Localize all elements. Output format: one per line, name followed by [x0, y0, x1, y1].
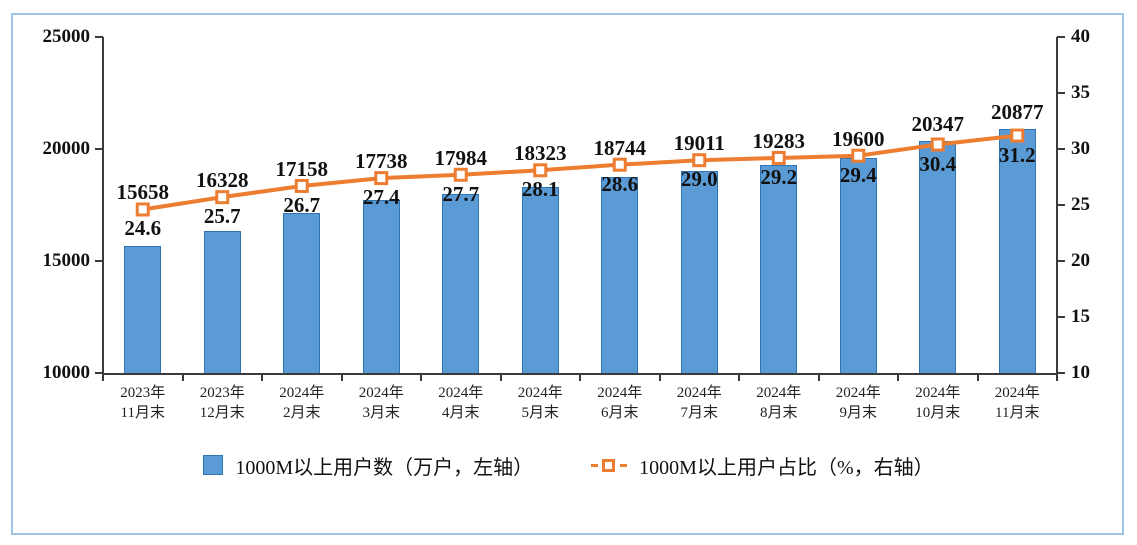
bar-value-label: 18323	[514, 141, 567, 166]
x-axis-category-label: 2023年 11月末	[120, 385, 166, 421]
line-value-label: 27.4	[362, 185, 400, 210]
line-value-label: 31.2	[998, 142, 1036, 167]
y-axis-right-tick	[1057, 204, 1065, 206]
bar-value-label: 19011	[673, 131, 725, 156]
y-axis-right	[1056, 37, 1058, 375]
x-axis-tick	[420, 373, 422, 381]
line-series-label: 1000M以上用户占比（%，右轴）	[639, 456, 934, 479]
line-value-label: 29.4	[839, 162, 877, 187]
bar	[680, 171, 718, 373]
y-axis-right-tick	[1057, 260, 1065, 262]
x-axis-category-label: 2024年 4月末	[438, 385, 484, 421]
line-value-label: 27.7	[442, 181, 480, 206]
x-axis-category-label: 2024年 7月末	[676, 385, 722, 421]
y-axis-right-tick	[1057, 316, 1065, 318]
x-axis-category-label: 2024年 9月末	[835, 385, 881, 421]
x-axis-category-label: 2023年 12月末	[199, 385, 245, 421]
x-axis-tick	[102, 373, 104, 381]
bar-value-label: 17158	[275, 156, 329, 181]
bar-value-label: 20347	[911, 112, 965, 137]
x-axis-category-label: 2024年 11月末	[994, 385, 1040, 421]
x-axis-tick	[817, 373, 820, 381]
x-axis-category-label: 2024年 10月末	[915, 385, 961, 421]
line-value-label: 28.1	[521, 177, 559, 202]
line-value-label: 24.6	[124, 216, 162, 241]
x-axis-category-label: 2024年 3月末	[358, 385, 404, 421]
bar	[442, 194, 480, 373]
line-dash	[620, 463, 628, 467]
x-axis-tick	[738, 373, 740, 381]
bar-value-label: 19600	[832, 126, 885, 151]
line-value-label: 29.0	[680, 167, 718, 192]
bar-value-label: 15658	[116, 180, 170, 205]
bar-value-label: 16328	[196, 168, 249, 193]
bar	[760, 165, 798, 373]
y-axis-left-tick-label: 20000	[42, 138, 91, 159]
bar-value-label: 18744	[593, 135, 647, 160]
x-axis-tick	[897, 373, 899, 381]
y-axis-left-tick-label: 15000	[42, 250, 91, 271]
y-axis-left-tick-label: 10000	[42, 362, 91, 383]
bar-value-label: 20877	[991, 100, 1044, 125]
bar-value-label: 17738	[355, 149, 408, 174]
bar	[283, 212, 321, 373]
y-axis-right-tick-label: 40	[1071, 26, 1090, 47]
x-axis-category-label: 2024年 8月末	[756, 385, 802, 421]
x-axis-tick	[658, 373, 661, 381]
bar-series-swatch-icon	[203, 455, 224, 475]
y-axis-left-tick-label: 25000	[42, 26, 91, 47]
line-value-label: 30.4	[919, 151, 957, 176]
x-axis-tick	[579, 373, 581, 381]
bar-series-label: 1000M以上用户数（万户，左轴）	[235, 456, 534, 479]
line-marker	[602, 458, 616, 472]
y-axis-right-tick	[1057, 92, 1065, 94]
x-axis-category-label: 2024年 6月末	[597, 385, 643, 421]
bar	[998, 129, 1036, 373]
y-axis-left-tick	[95, 148, 103, 150]
y-axis-right-tick-label: 10	[1071, 362, 1090, 383]
bar	[601, 177, 639, 373]
y-axis-left-tick	[95, 372, 103, 374]
bar	[203, 231, 241, 373]
bar	[124, 246, 162, 373]
x-axis-tick	[261, 373, 263, 381]
x-axis-tick	[181, 373, 184, 381]
bar	[839, 157, 877, 373]
x-axis-tick	[499, 373, 502, 381]
y-axis-right-tick-label: 15	[1071, 306, 1090, 327]
line-value-label: 28.6	[601, 171, 639, 196]
x-axis-category-label: 2024年 5月末	[517, 385, 563, 421]
y-axis-right-tick	[1057, 372, 1065, 374]
x-axis-tick	[1056, 373, 1058, 381]
legend: 1000M以上用户数（万户，左轴） 1000M以上用户占比（%，右轴）	[0, 449, 1137, 481]
bar	[521, 186, 559, 373]
bar	[919, 141, 957, 373]
y-axis-right-tick	[1057, 36, 1065, 38]
x-axis-tick	[976, 373, 979, 381]
legend-item-line-series: 1000M以上用户占比（%，右轴）	[591, 451, 934, 480]
y-axis-right-tick-label: 20	[1071, 250, 1090, 271]
x-axis-tick	[340, 373, 343, 381]
line-series-swatch-icon	[591, 458, 628, 473]
bar-value-label: 19283	[752, 128, 806, 153]
bar-value-label: 17984	[434, 145, 488, 170]
y-axis-left	[102, 37, 104, 375]
line-value-label: 26.7	[283, 192, 321, 217]
legend-item-bar-series: 1000M以上用户数（万户，左轴）	[203, 451, 533, 480]
line-value-label: 29.2	[760, 164, 798, 189]
x-axis-category-label: 2024年 2月末	[279, 385, 325, 421]
y-axis-right-tick-label: 35	[1071, 82, 1090, 103]
line-dash	[591, 463, 599, 467]
y-axis-right-tick-label: 30	[1071, 138, 1090, 159]
y-axis-right-tick-label: 25	[1071, 194, 1090, 215]
y-axis-left-tick	[95, 36, 103, 38]
bar	[362, 199, 400, 373]
line-value-label: 25.7	[203, 204, 241, 229]
y-axis-left-tick	[95, 260, 103, 262]
y-axis-right-tick	[1057, 148, 1065, 150]
